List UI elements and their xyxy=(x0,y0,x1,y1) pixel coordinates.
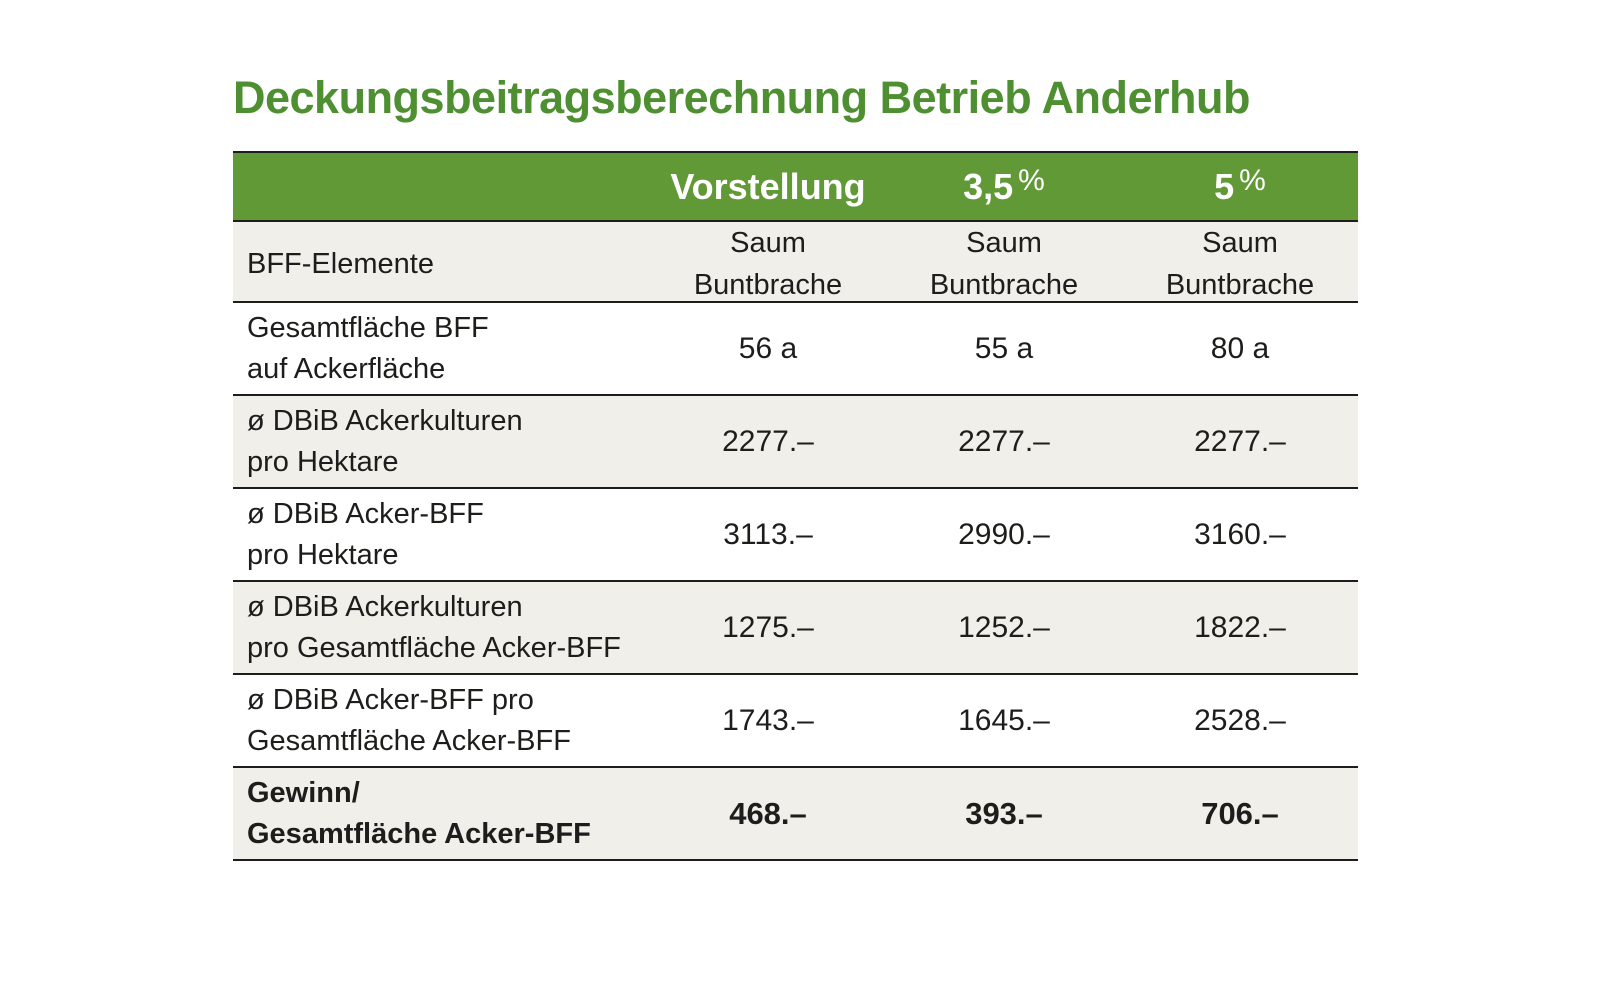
table-row-gesamtflaeche-bff: Gesamtfläche BFF auf Ackerfläche 56 a 55… xyxy=(233,303,1358,396)
subheader-col-3-line-2: Buntbrache xyxy=(1165,269,1315,301)
row-label: ø DBiB Acker-BFF pro Gesamtfläche Acker-… xyxy=(233,680,650,762)
value-vorstellung: 468.– xyxy=(729,795,807,831)
row-label-line-1: ø DBiB Acker-BFF pro xyxy=(247,683,534,716)
row-label-line-2: pro Hektare xyxy=(247,538,399,571)
row-label: Gesamtfläche BFF auf Ackerfläche xyxy=(233,308,650,390)
value-5-pct: 2277.– xyxy=(1194,424,1286,458)
value-3-5-pct: 1252.– xyxy=(958,610,1050,644)
subheader-col-3: Saum Buntbrache xyxy=(1122,222,1358,306)
value-5-pct: 3160.– xyxy=(1194,517,1286,551)
value-5-pct: 2528.– xyxy=(1194,703,1286,737)
row-label-line-2: Gesamtfläche Acker-BFF xyxy=(247,724,571,757)
table-row-dbib-acker-bff-gesamtflaeche: ø DBiB Acker-BFF pro Gesamtfläche Acker-… xyxy=(233,675,1358,768)
value-5-pct: 80 a xyxy=(1210,331,1270,365)
header-pct-3-5: 3,5% xyxy=(886,163,1122,208)
row-label: ø DBiB Ackerkulturen pro Gesamtfläche Ac… xyxy=(233,587,650,669)
subheader-col-1-line-1: Saum xyxy=(730,227,806,259)
value-vorstellung: 1743.– xyxy=(722,703,814,737)
row-label: ø DBiB Acker-BFF pro Hektare xyxy=(233,494,650,576)
subheader-col-2-line-2: Buntbrache xyxy=(929,269,1079,301)
table-row-dbib-acker-bff-hektare: ø DBiB Acker-BFF pro Hektare 3113.– 2990… xyxy=(233,489,1358,582)
value-3-5-pct: 2277.– xyxy=(958,424,1050,458)
row-label-line-1: Gesamtfläche BFF xyxy=(247,311,489,344)
value-3-5-pct: 1645.– xyxy=(958,703,1050,737)
header-pct-5: 5% xyxy=(1122,163,1358,208)
header-pct-5-number: 5 xyxy=(1214,165,1235,207)
row-label-line-1: Gewinn/ xyxy=(247,776,360,809)
subheader-col-1-line-2: Buntbrache xyxy=(693,269,843,301)
table-row-dbib-ackerkulturen-hektare: ø DBiB Ackerkulturen pro Hektare 2277.– … xyxy=(233,396,1358,489)
percent-sign: % xyxy=(1239,163,1266,197)
header-pct-3-5-number: 3,5 xyxy=(963,165,1014,207)
header-vorstellung: Vorstellung xyxy=(670,165,866,207)
page-title: Deckungsbeitragsberechnung Betrieb Ander… xyxy=(233,72,1251,123)
row-label-line-2: Gesamtfläche Acker-BFF xyxy=(247,817,591,850)
row-label-line-1: ø DBiB Ackerkulturen xyxy=(247,590,523,623)
table-row-gewinn: Gewinn/ Gesamtfläche Acker-BFF 468.– 393… xyxy=(233,768,1358,861)
table-subheader-row: BFF-Elemente Saum Buntbrache Saum Buntbr… xyxy=(233,222,1358,303)
table-header-row: Vorstellung 3,5% 5% xyxy=(233,151,1358,222)
subheader-col-2: Saum Buntbrache xyxy=(886,222,1122,306)
value-vorstellung: 56 a xyxy=(738,331,798,365)
row-label-line-1: ø DBiB Acker-BFF xyxy=(247,497,484,530)
percent-sign: % xyxy=(1018,163,1045,197)
deckungsbeitrag-table: Vorstellung 3,5% 5% BFF-Elemente Saum Bu… xyxy=(233,151,1358,861)
row-label: Gewinn/ Gesamtfläche Acker-BFF xyxy=(233,773,650,855)
value-3-5-pct: 393.– xyxy=(965,795,1043,831)
row-label: ø DBiB Ackerkulturen pro Hektare xyxy=(233,401,650,483)
row-label-line-2: pro Gesamtfläche Acker-BFF xyxy=(247,631,621,664)
row-label-line-2: pro Hektare xyxy=(247,445,399,478)
value-3-5-pct: 2990.– xyxy=(958,517,1050,551)
subheader-col-2-line-1: Saum xyxy=(966,227,1042,259)
value-vorstellung: 2277.– xyxy=(722,424,814,458)
row-label-line-2: auf Ackerfläche xyxy=(247,352,446,385)
value-5-pct: 1822.– xyxy=(1194,610,1286,644)
row-label-line-1: ø DBiB Ackerkulturen xyxy=(247,404,523,437)
subheader-col-3-line-1: Saum xyxy=(1202,227,1278,259)
value-3-5-pct: 55 a xyxy=(974,331,1034,365)
value-vorstellung: 1275.– xyxy=(722,610,814,644)
value-vorstellung: 3113.– xyxy=(723,517,813,551)
subheader-bff-elemente: BFF-Elemente xyxy=(247,247,434,280)
table-row-dbib-ackerkulturen-gesamtflaeche: ø DBiB Ackerkulturen pro Gesamtfläche Ac… xyxy=(233,582,1358,675)
value-5-pct: 706.– xyxy=(1201,795,1279,831)
subheader-col-1: Saum Buntbrache xyxy=(650,222,886,306)
